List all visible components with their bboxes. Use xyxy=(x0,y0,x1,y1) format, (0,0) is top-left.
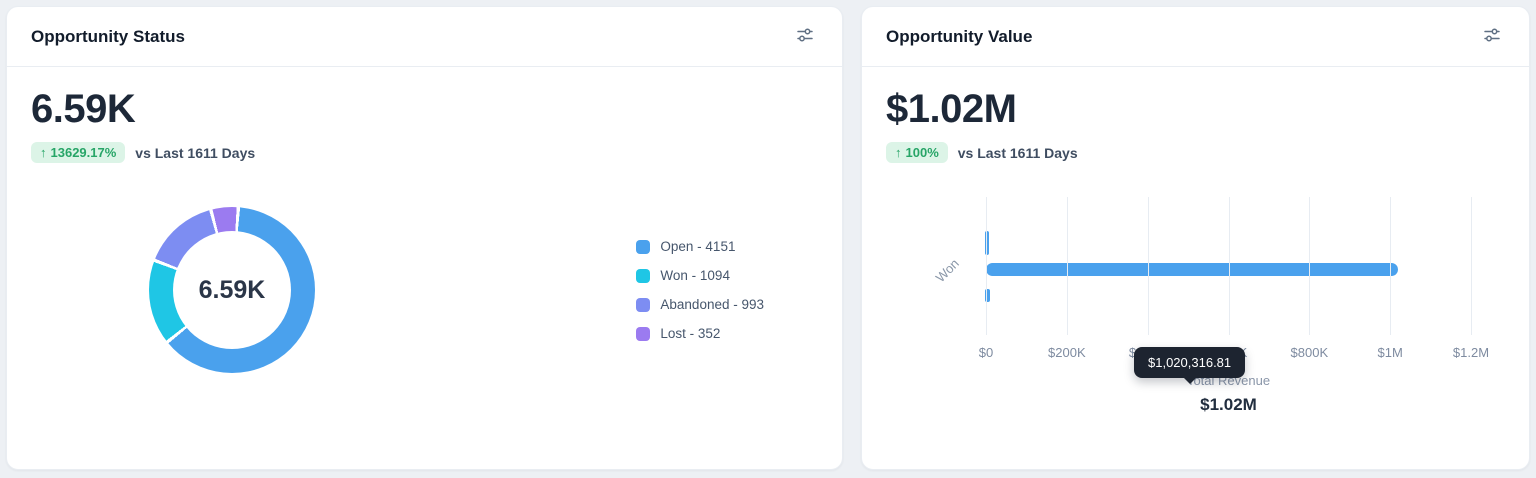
legend-swatch-abandoned xyxy=(636,297,651,312)
up-arrow-icon: ↑ xyxy=(40,145,47,160)
x-tick-label: $1.2M xyxy=(1452,345,1490,360)
value-badge-row: ↑ 100% vs Last 1611 Days xyxy=(886,142,1505,163)
status-comparison-text: vs Last 1611 Days xyxy=(135,144,256,161)
y-axis-category-label: Won xyxy=(932,255,962,286)
value-adjustments-button[interactable] xyxy=(1479,22,1505,51)
donut-row: 6.59K Open - 4151 Won - 1094 Abandoned -… xyxy=(31,207,818,373)
total-revenue-value: $1.02M xyxy=(1200,395,1257,414)
legend-swatch-open xyxy=(636,239,651,254)
value-comparison-text: vs Last 1611 Days xyxy=(957,144,1078,161)
x-tick-label: $800K xyxy=(1290,345,1329,360)
status-change-pct: 13629.17% xyxy=(50,145,117,160)
revenue-bar[interactable] xyxy=(986,263,1399,276)
adjustments-icon xyxy=(796,26,814,47)
legend-label-lost: Lost - 352 xyxy=(660,326,721,341)
status-badge-row: ↑ 13629.17% vs Last 1611 Days xyxy=(31,142,818,163)
status-card-body: 6.59K ↑ 13629.17% vs Last 1611 Days 6.59… xyxy=(7,67,842,373)
value-change-pct: 100% xyxy=(905,145,939,160)
status-adjustments-button[interactable] xyxy=(792,22,818,51)
value-card-header: Opportunity Value xyxy=(862,7,1529,67)
chart-tooltip: $1,020,316.81 xyxy=(1134,347,1246,378)
status-card-header: Opportunity Status xyxy=(7,7,842,67)
status-metric: 6.59K xyxy=(31,87,136,131)
legend-label-won: Won - 1094 xyxy=(660,268,730,283)
legend-item-open[interactable]: Open - 4151 xyxy=(636,239,764,254)
x-tick-label: $1M xyxy=(1377,345,1403,360)
gridline xyxy=(1228,197,1230,335)
opportunity-status-card: Opportunity Status 6.59K ↑ 13629.17% xyxy=(6,6,843,470)
legend-label-abandoned: Abandoned - 993 xyxy=(660,297,764,312)
gridline xyxy=(986,197,987,335)
gridline xyxy=(1471,197,1472,335)
value-card-title: Opportunity Value xyxy=(886,26,1033,46)
status-change-badge: ↑ 13629.17% xyxy=(31,142,126,163)
legend-item-lost[interactable]: Lost - 352 xyxy=(636,326,764,341)
gridline xyxy=(1309,197,1311,335)
x-tick-label: $200K xyxy=(1048,345,1086,360)
donut-chart[interactable]: 6.59K xyxy=(149,207,315,373)
bar-nub-bottom xyxy=(985,289,990,302)
legend-swatch-lost xyxy=(636,326,651,341)
value-change-badge: ↑ 100% xyxy=(886,142,948,163)
donut-center-label: 6.59K xyxy=(173,231,291,349)
value-card-body: $1.02M ↑ 100% vs Last 1611 Days Won $0 $2… xyxy=(862,67,1529,415)
bar-plot: Won xyxy=(933,197,1472,335)
x-tick-label: $0 xyxy=(978,345,994,360)
opportunity-value-card: Opportunity Value $1.02M ↑ 100% xyxy=(861,6,1530,470)
adjustments-icon xyxy=(1483,26,1501,47)
bar-nub-top xyxy=(985,231,989,255)
bar-chart-area: Won $0$200K$400K$600K$800K$1M$1.2M Total… xyxy=(933,197,1489,415)
legend-swatch-won xyxy=(636,268,651,283)
gridline xyxy=(1147,197,1149,335)
legend-item-abandoned[interactable]: Abandoned - 993 xyxy=(636,297,764,312)
gridline xyxy=(1066,197,1068,335)
legend-item-won[interactable]: Won - 1094 xyxy=(636,268,764,283)
legend-label-open: Open - 4151 xyxy=(660,239,736,254)
status-card-title: Opportunity Status xyxy=(31,26,185,46)
donut-legend: Open - 4151 Won - 1094 Abandoned - 993 L… xyxy=(636,239,764,341)
value-metric: $1.02M xyxy=(886,87,1017,131)
gridline xyxy=(1390,197,1392,335)
up-arrow-icon: ↑ xyxy=(895,145,902,160)
